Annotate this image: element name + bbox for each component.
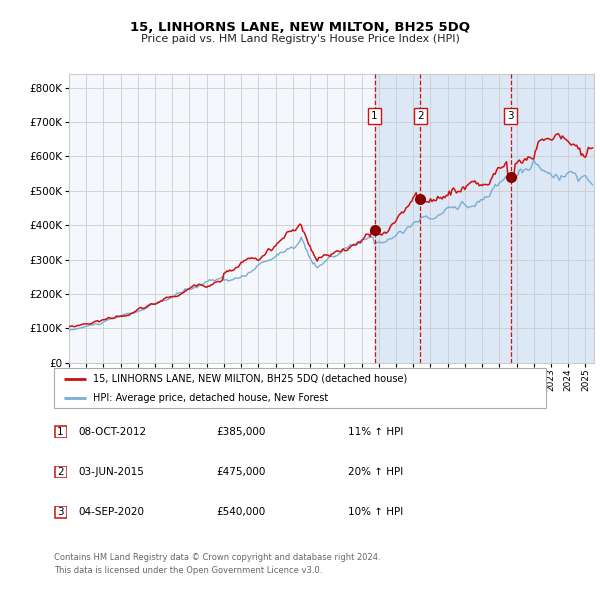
Text: £475,000: £475,000 [216, 467, 265, 477]
Text: 08-OCT-2012: 08-OCT-2012 [78, 427, 146, 437]
Text: 04-SEP-2020: 04-SEP-2020 [78, 507, 144, 517]
Text: 15, LINHORNS LANE, NEW MILTON, BH25 5DQ (detached house): 15, LINHORNS LANE, NEW MILTON, BH25 5DQ … [94, 374, 407, 384]
Text: £540,000: £540,000 [216, 507, 265, 517]
Text: 2: 2 [57, 467, 64, 477]
Text: 3: 3 [57, 507, 64, 517]
Text: 20% ↑ HPI: 20% ↑ HPI [348, 467, 403, 477]
Text: 3: 3 [508, 111, 514, 121]
Text: 11% ↑ HPI: 11% ↑ HPI [348, 427, 403, 437]
Text: 2: 2 [417, 111, 424, 121]
Text: Contains HM Land Registry data © Crown copyright and database right 2024.: Contains HM Land Registry data © Crown c… [54, 553, 380, 562]
Text: HPI: Average price, detached house, New Forest: HPI: Average price, detached house, New … [94, 394, 329, 403]
Text: This data is licensed under the Open Government Licence v3.0.: This data is licensed under the Open Gov… [54, 566, 322, 575]
Text: 10% ↑ HPI: 10% ↑ HPI [348, 507, 403, 517]
Text: 1: 1 [57, 427, 64, 437]
Bar [374, 74, 600, 363]
Text: 1: 1 [371, 111, 378, 121]
Text: 03-JUN-2015: 03-JUN-2015 [78, 467, 144, 477]
Text: Price paid vs. HM Land Registry's House Price Index (HPI): Price paid vs. HM Land Registry's House … [140, 34, 460, 44]
Text: £385,000: £385,000 [216, 427, 265, 437]
Text: 15, LINHORNS LANE, NEW MILTON, BH25 5DQ: 15, LINHORNS LANE, NEW MILTON, BH25 5DQ [130, 21, 470, 34]
